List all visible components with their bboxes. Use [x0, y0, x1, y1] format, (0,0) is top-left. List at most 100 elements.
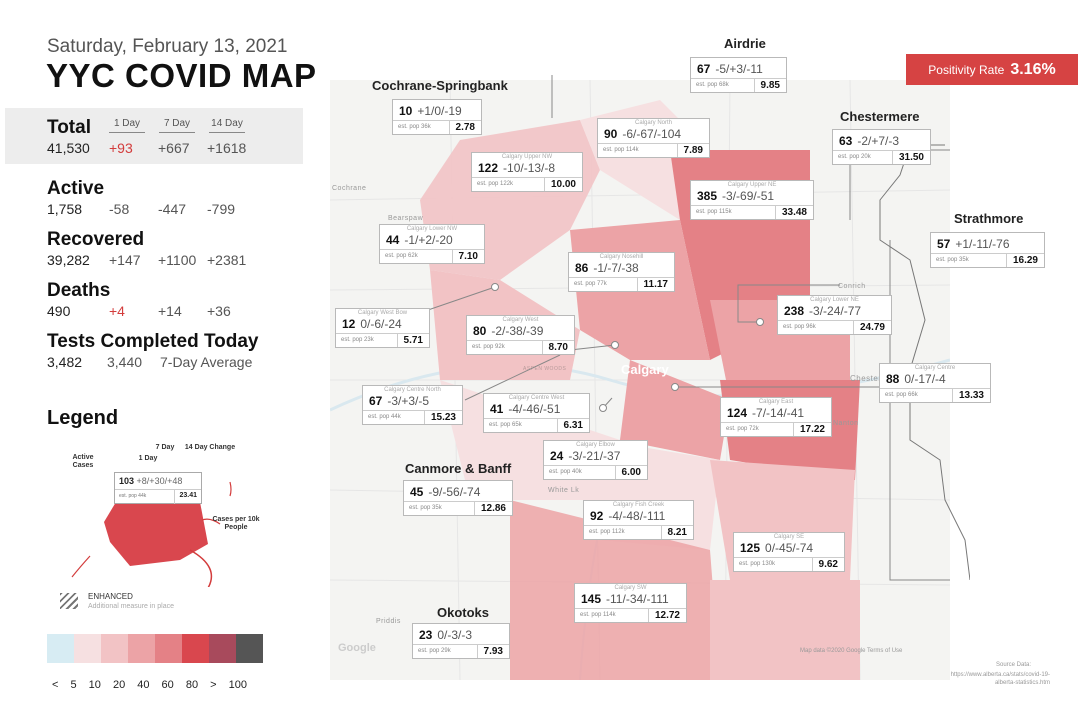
- region-box-west-bow: Calgary West Bow 12 0/-6/-24 est. pop 23k 5.…: [335, 308, 430, 348]
- region-box-east: Calgary East 124 -7/-14/-41 est. pop 72k 17.…: [720, 397, 832, 437]
- deaths-label: Deaths: [47, 280, 111, 301]
- region-changes: -3/-21/-37: [568, 449, 621, 463]
- enhanced-label: ENHANCED: [88, 592, 133, 601]
- positivity-badge: Positivity Rate 3.16%: [906, 54, 1078, 85]
- region-box-fish-creek: Calgary Fish Creek 92 -4/-48/-111 est. pop …: [583, 500, 694, 540]
- legend-14day: 14 Day Change: [184, 444, 236, 451]
- total-14day: +1618: [207, 140, 247, 156]
- region-rate: 13.33: [951, 389, 990, 402]
- region-pop: est. pop 29k: [418, 648, 451, 654]
- region-changes: 0/-45/-74: [765, 541, 814, 555]
- place-aspen-woods: ASPEN WOODS: [523, 366, 567, 372]
- legend-sample-box: 103 +8/+30/+48 est. pop 44k 23.41: [114, 472, 202, 504]
- tests-average-label: 7-Day Average: [160, 354, 253, 370]
- place-conrich: Conrich: [838, 283, 866, 290]
- place-nanton: Nanton: [833, 420, 859, 427]
- positivity-label: Positivity Rate: [928, 62, 1005, 77]
- tests-value: 3,482: [47, 354, 83, 370]
- deaths-7day: +14: [158, 303, 182, 319]
- region-pop: est. pop 20k: [838, 154, 871, 160]
- legend-cases-per: Cases per 10k People: [212, 516, 260, 531]
- city-strathmore: Strathmore: [954, 211, 1024, 226]
- region-active: 80: [473, 324, 487, 338]
- region-pop: est. pop 114k: [603, 147, 639, 153]
- region-box-nosehill: Calgary Nosehill 86 -1/-7/-38 est. pop 77k 1…: [568, 252, 675, 292]
- col-head-14day: 14 Day: [202, 118, 252, 133]
- region-changes: -7/-14/-41: [752, 406, 805, 420]
- region-active: 57: [937, 237, 951, 251]
- region-box-chestermere: 63 -2/+7/-3 est. pop 20k 31.50: [832, 129, 931, 165]
- active-value: 1,758: [47, 201, 83, 217]
- region-box-north: Calgary North 90 -6/-67/-104 est. pop 114k 7…: [597, 118, 710, 158]
- date-label: Saturday, February 13, 2021: [47, 36, 288, 57]
- region-active: 12: [342, 317, 356, 331]
- region-rate: 11.17: [636, 278, 674, 291]
- region-rate: 15.23: [423, 411, 462, 424]
- total-band: [5, 108, 303, 164]
- source-url[interactable]: https://www.alberta.ca/stats/covid-19-al…: [950, 672, 1050, 686]
- recovered-value: 39,282: [47, 252, 90, 268]
- region-name: Calgary Upper NW: [501, 154, 553, 160]
- region-name: Calgary Upper NE: [727, 182, 777, 188]
- region-changes: -11/-34/-111: [606, 592, 669, 606]
- region-rate: 8.70: [541, 341, 574, 354]
- scale-swatch: [101, 634, 128, 663]
- map-attribution[interactable]: Map data ©2020 Google Terms of Use: [800, 648, 903, 654]
- city-cochrane: Cochrane-Springbank: [372, 78, 508, 93]
- region-box-lower-nw: Calgary Lower NW 44 -1/+2/-20 est. pop 62k 7…: [379, 224, 485, 264]
- region-rate: 17.22: [792, 423, 831, 436]
- region-rate: 6.31: [556, 419, 589, 432]
- deaths-1day: +4: [109, 303, 125, 319]
- region-active: 10: [399, 104, 413, 118]
- region-name: Calgary SE: [773, 534, 805, 540]
- region-changes: -6/-67/-104: [622, 127, 682, 141]
- tests-average: 3,440: [107, 354, 143, 370]
- region-pop: est. pop 122k: [477, 181, 514, 187]
- city-airdrie: Airdrie: [724, 36, 766, 51]
- col-head-1day: 1 Day: [102, 118, 152, 133]
- strathmore-boundary: [879, 144, 970, 581]
- region-rate: 24.79: [852, 321, 891, 334]
- scale-swatch: [128, 634, 155, 663]
- region-rate: 33.48: [774, 206, 813, 219]
- region-changes: -4/-46/-51: [508, 402, 561, 416]
- legend-1day: 1 Day: [138, 455, 158, 462]
- region-active: 88: [886, 372, 900, 386]
- region-name: Calgary West: [502, 317, 539, 323]
- region-active: 122: [478, 161, 499, 175]
- region-pop: est. pop 112k: [589, 529, 625, 535]
- recovered-14day: +2381: [207, 252, 247, 268]
- region-changes: -3/-24/-77: [809, 304, 862, 318]
- region-changes: -5/+3/-11: [715, 62, 763, 76]
- region-active: 145: [581, 592, 602, 606]
- region-active: 41: [490, 402, 504, 416]
- region-name: Calgary Lower NW: [406, 226, 458, 232]
- scale-swatch: [155, 634, 182, 663]
- active-14day: -799: [207, 201, 236, 217]
- region-active: 125: [740, 541, 761, 555]
- region-box-centre-west: Calgary Centre West 41 -4/-46/-51 est. pop …: [483, 393, 590, 433]
- region-active: 63: [839, 134, 853, 148]
- region-name: Calgary Centre North: [384, 387, 441, 393]
- google-logo: Google: [338, 642, 376, 654]
- region-name: Calgary Elbow: [576, 442, 615, 448]
- region-box-strathmore: 57 +1/-11/-76 est. pop 35k 16.29: [930, 232, 1045, 268]
- region-rate: 5.71: [396, 334, 429, 347]
- enhanced-sublabel: Additional measure in place: [88, 603, 174, 610]
- region-rate: 10.00: [543, 178, 582, 191]
- region-active: 67: [697, 62, 711, 76]
- scale-swatch: [74, 634, 101, 663]
- region-rate: 9.62: [811, 558, 844, 571]
- region-pop: est. pop 35k: [936, 257, 969, 263]
- region-rate: 7.10: [451, 250, 484, 263]
- place-chestermere: Chestermere: [850, 374, 902, 383]
- region-box-upper-nw: Calgary Upper NW 122 -10/-13/-8 est. pop 12…: [471, 152, 583, 192]
- total-1day: +93: [109, 140, 133, 156]
- region-pop: est. pop 65k: [489, 422, 522, 428]
- scale-labels: < 5 10 20 40 60 80 > 100: [52, 679, 247, 691]
- legend-sample-active: 103: [119, 476, 135, 486]
- total-label: Total: [47, 117, 91, 138]
- region-box-centre-north: Calgary Centre North 67 -3/+3/-5 est. pop 4…: [362, 385, 463, 425]
- region-pop: est. pop 44k: [368, 414, 401, 420]
- region-rate: 7.89: [676, 144, 709, 157]
